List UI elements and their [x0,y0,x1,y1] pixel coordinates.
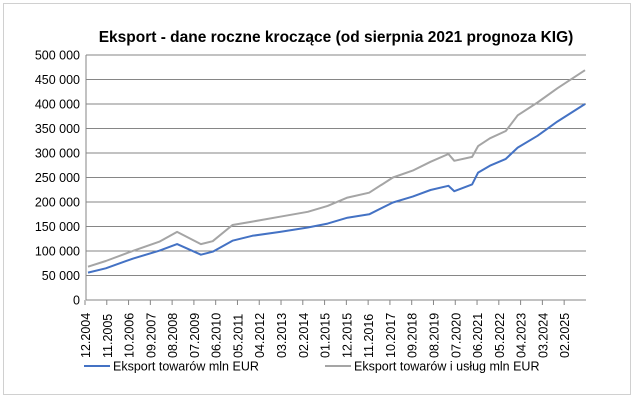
legend-label-1: Eksport towarów i usług mln EUR [354,360,539,374]
x-tick-label: 06.2021 [471,313,485,358]
legend-label-0: Eksport towarów mln EUR [113,360,259,374]
x-tick-label: 01.2015 [319,313,333,358]
x-tick-label: 08.2019 [427,313,441,358]
y-tick-label: 0 [73,294,80,308]
y-tick-label: 250 000 [35,171,80,185]
x-tick-label: 10.2006 [123,313,137,358]
x-tick-label: 06.2010 [210,313,224,358]
x-tick-label: 11.2005 [101,314,115,358]
x-tick-label: 12.2004 [79,313,93,358]
chart-title: Eksport - dane roczne kroczące (od sierp… [99,29,574,46]
x-tick-label: 10.2017 [384,313,398,358]
x-tick-label: 03.2013 [275,313,289,358]
y-tick-label: 350 000 [35,122,80,136]
x-tick-label: 12.2015 [340,313,354,358]
y-tick-label: 200 000 [35,196,80,210]
y-tick-label: 500 000 [35,49,80,63]
x-tick-label: 08.2008 [166,313,180,358]
y-tick-label: 400 000 [35,98,80,112]
x-tick-label: 09.2007 [144,313,158,358]
x-tick-label: 02.2014 [297,313,311,358]
x-tick-label: 05.2022 [493,313,507,358]
chart-frame [3,3,631,395]
y-tick-label: 450 000 [35,73,80,87]
x-tick-label: 04.2012 [253,313,267,358]
y-tick-label: 150 000 [35,220,80,234]
y-tick-label: 50 000 [42,269,80,283]
x-tick-label: 09.2018 [406,313,420,358]
x-tick-label: 04.2023 [515,313,529,358]
y-tick-label: 300 000 [35,147,80,161]
x-tick-label: 05.2011 [231,314,245,358]
x-tick-label: 07.2009 [188,313,202,358]
series-line-0 [87,103,586,274]
x-tick-label: 03.2024 [536,313,550,358]
x-tick-label: 11.2016 [362,314,376,358]
x-tick-label: 02.2025 [558,313,572,358]
series-line-1 [87,69,586,268]
x-tick-label: 07.2020 [449,313,463,358]
y-tick-label: 100 000 [35,245,80,259]
